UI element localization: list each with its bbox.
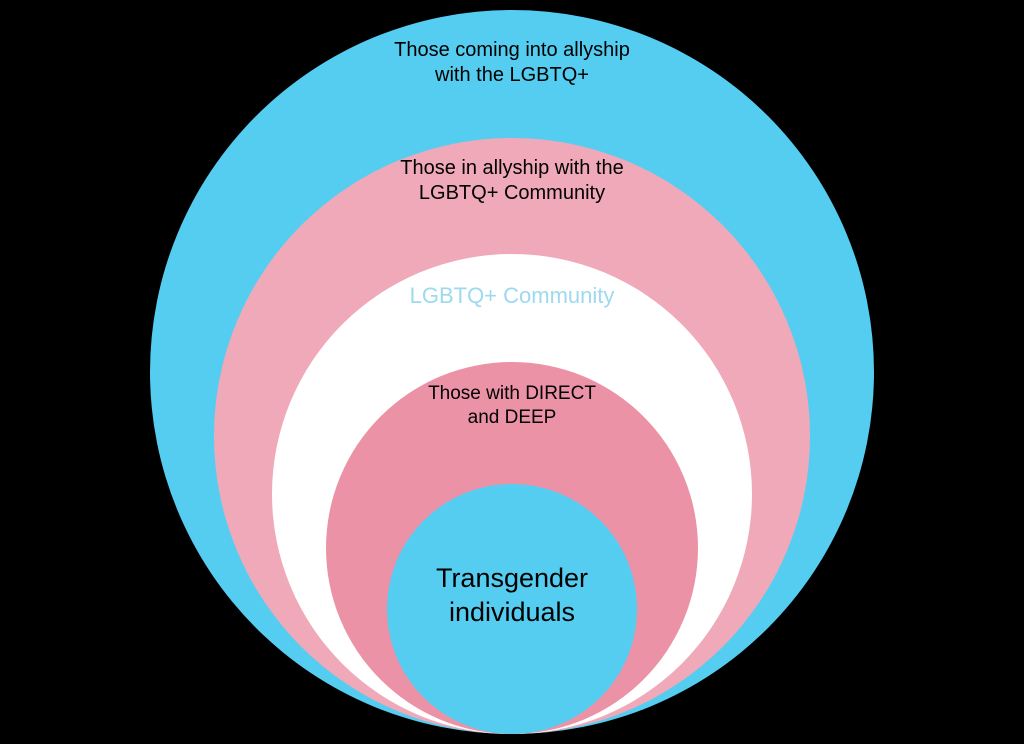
label-lgbtq-community: LGBTQ+ Community <box>410 282 615 310</box>
label-allyship-in: Those in allyship with the LGBTQ+ Commun… <box>400 156 623 206</box>
label-outer-allyship-coming: Those coming into allyship with the LGBT… <box>394 38 630 88</box>
label-direct-deep: Those with DIRECT and DEEP <box>428 382 596 430</box>
label-transgender-individuals: Transgender individuals <box>436 562 588 630</box>
